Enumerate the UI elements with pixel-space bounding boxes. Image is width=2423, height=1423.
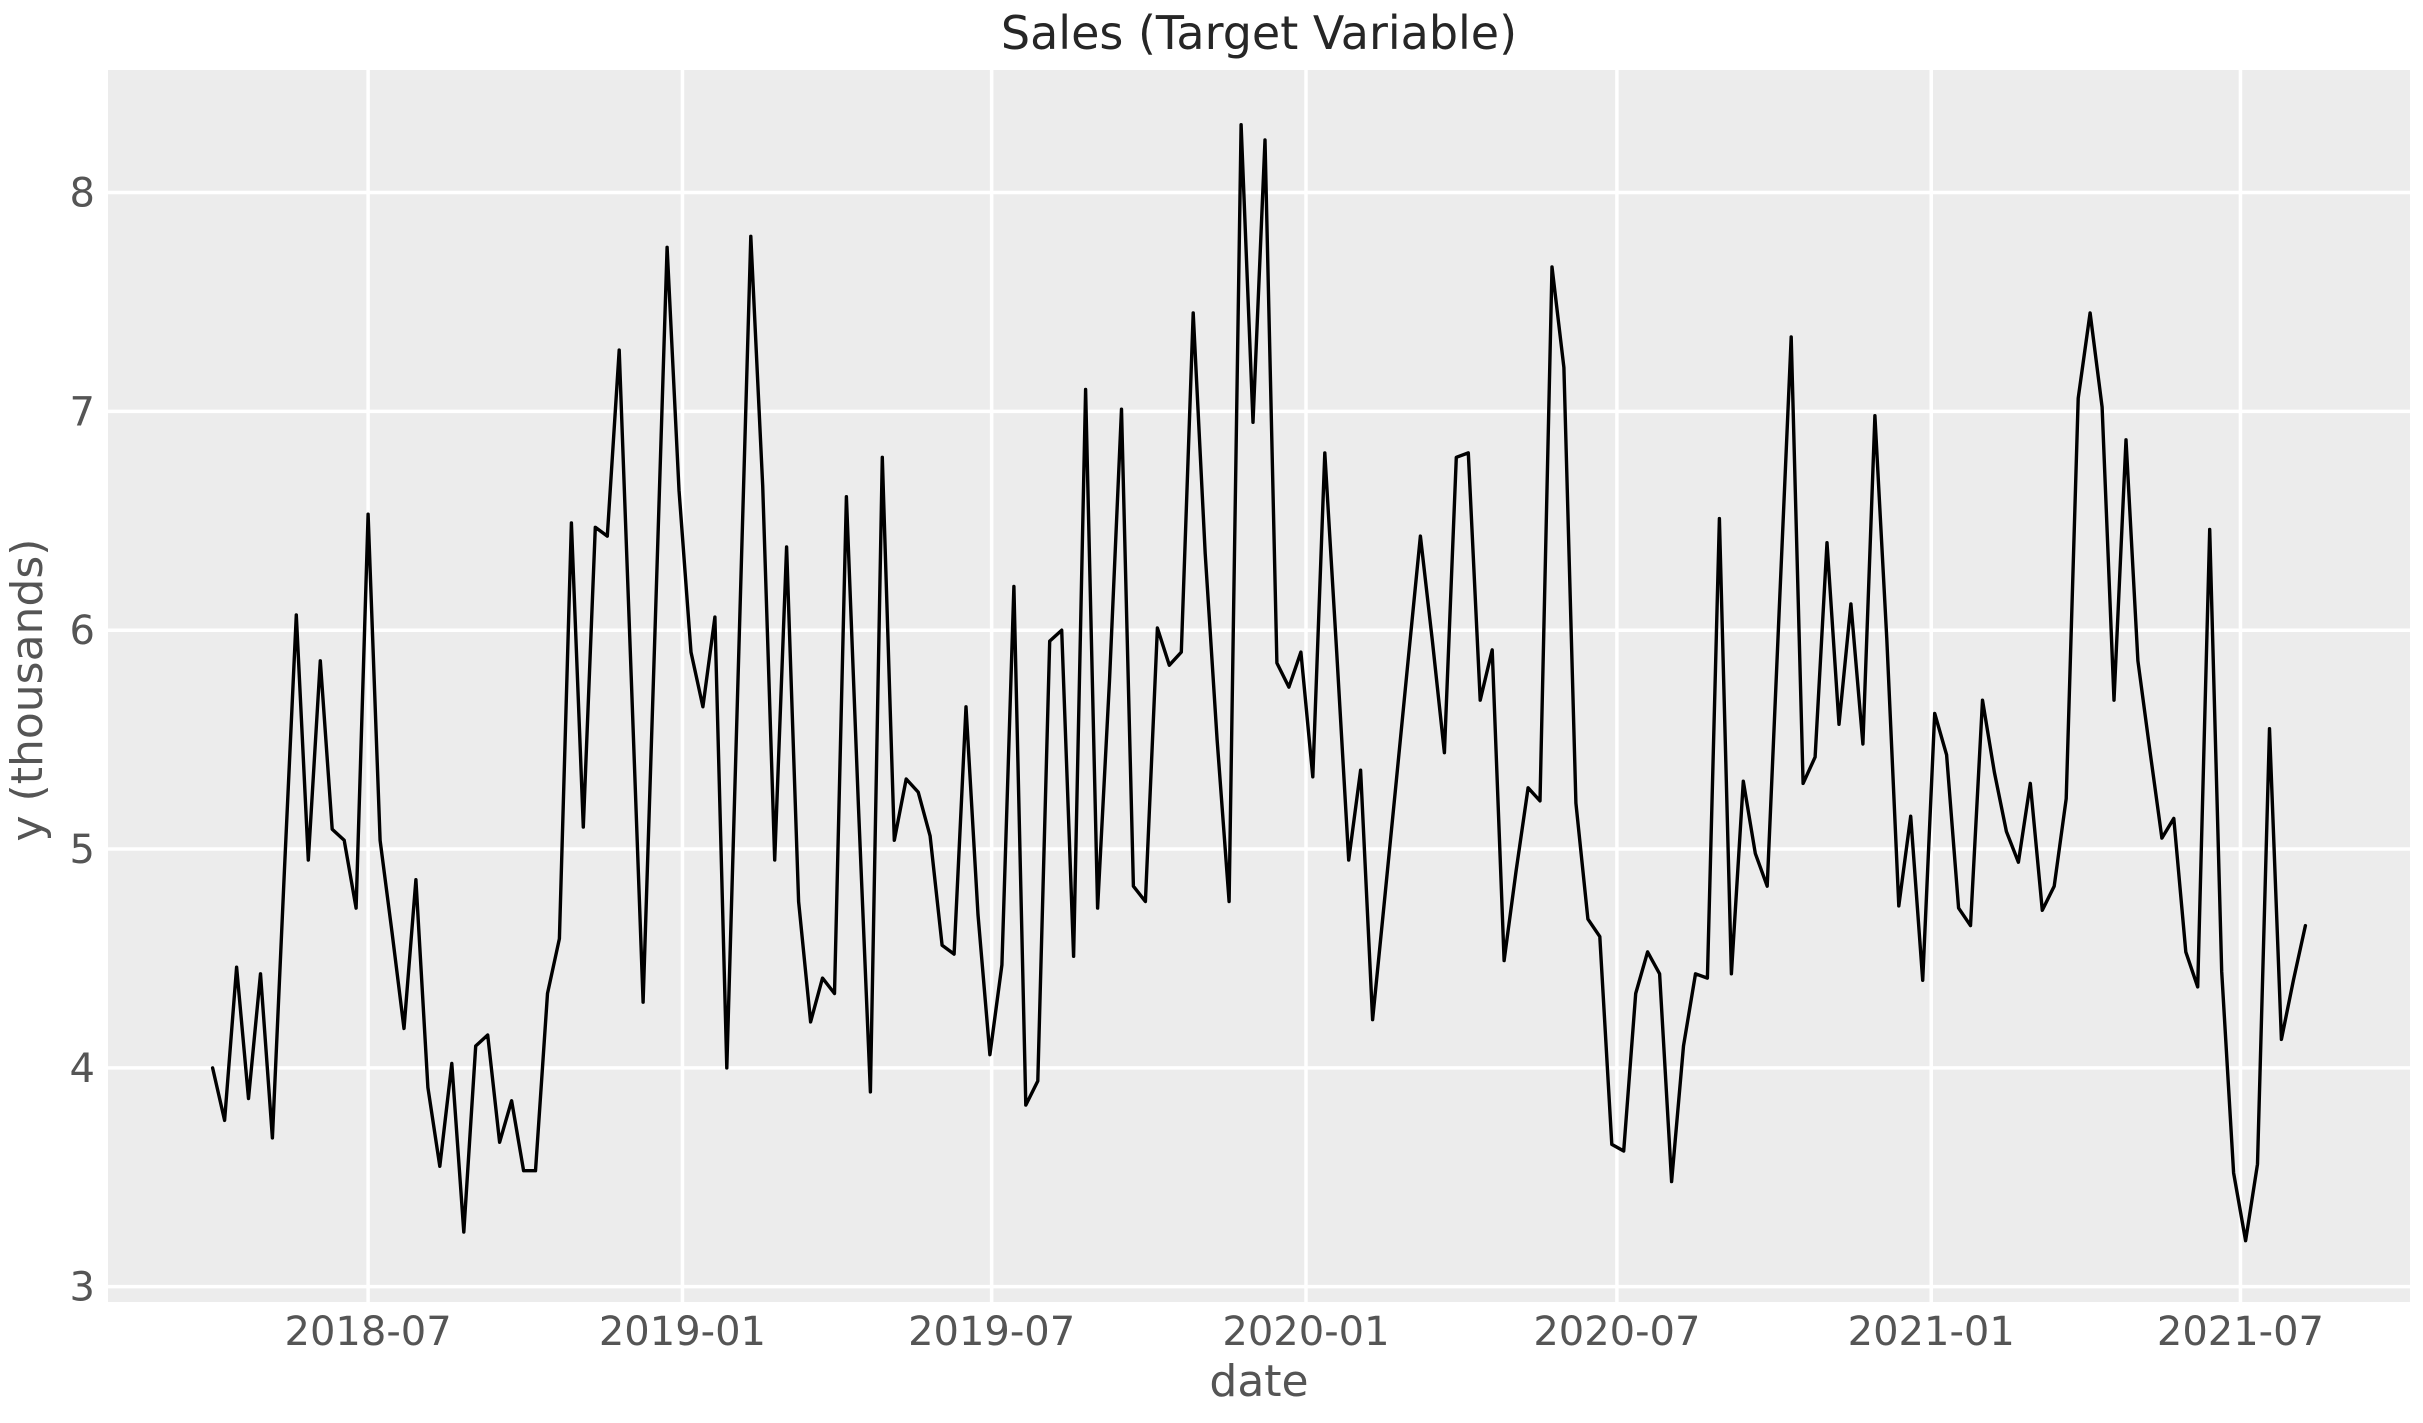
sales-series-line [210, 122, 2308, 1243]
x-tick-label: 2020-01 [1222, 1309, 1389, 1355]
chart-title: Sales (Target Variable) [1000, 6, 1518, 60]
x-tick-label: 2021-01 [1848, 1309, 2015, 1355]
x-tick-label: 2018-07 [285, 1309, 452, 1355]
x-axis-label: date [1209, 1356, 1309, 1407]
y-tick-label: 7 [70, 389, 95, 435]
x-tick-label: 2019-07 [908, 1309, 1075, 1355]
y-tick-label: 6 [70, 608, 95, 654]
x-tick-label: 2019-01 [599, 1309, 766, 1355]
x-tick-label: 2020-07 [1533, 1309, 1700, 1355]
x-tick-label: 2021-07 [2157, 1309, 2324, 1355]
y-tick-label: 4 [70, 1046, 95, 1092]
y-tick-label: 8 [70, 171, 95, 217]
y-tick-label: 5 [70, 827, 95, 873]
y-tick-label: 3 [70, 1265, 95, 1311]
